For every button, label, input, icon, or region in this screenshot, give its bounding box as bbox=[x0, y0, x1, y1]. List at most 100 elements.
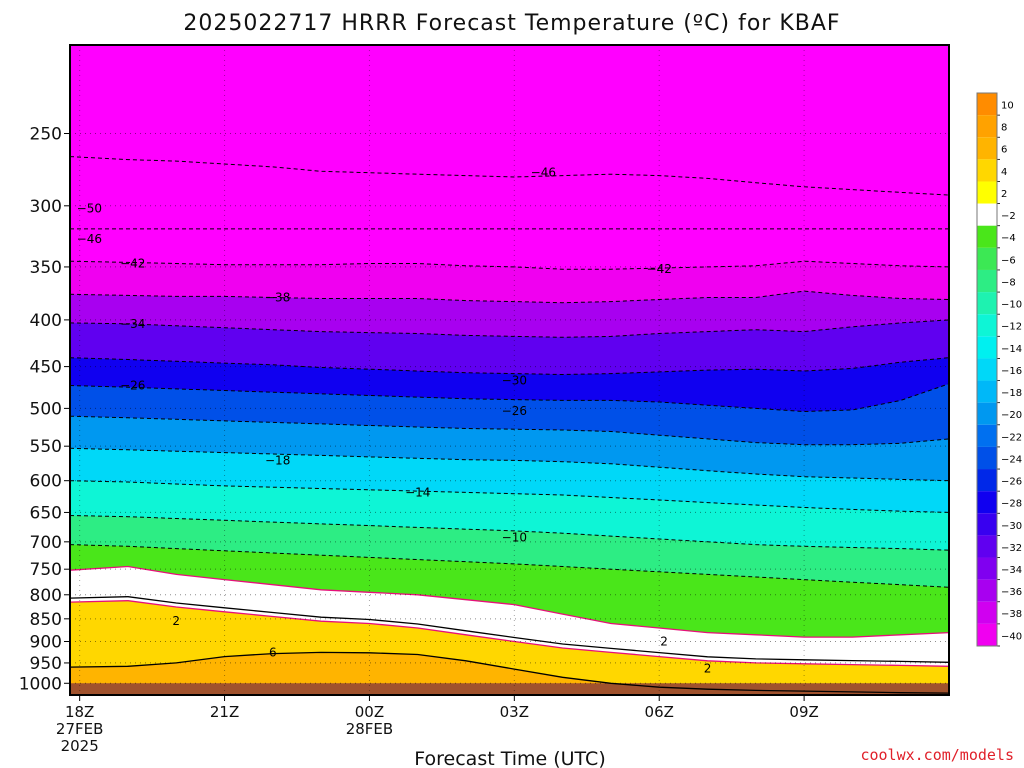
colorbar-swatch bbox=[977, 137, 997, 160]
colorbar-swatch bbox=[977, 557, 997, 580]
contour-labels: −46 −50 −46 −42 −42 −38 −34 −30 −26 −26 −18 −14 −10 2… bbox=[77, 166, 712, 676]
y-tick-label: 550 bbox=[30, 437, 62, 457]
contour-label: −26 bbox=[502, 404, 527, 418]
colorbar-label: −10 bbox=[1001, 300, 1022, 311]
colorbar-swatch bbox=[977, 579, 997, 602]
y-tick-label: 950 bbox=[30, 654, 62, 674]
x-tick-label: 21Z bbox=[210, 703, 239, 721]
colorbar-label: −8 bbox=[1001, 277, 1016, 288]
x-tick-label: 28FEB bbox=[346, 720, 393, 738]
y-axis: 2503003504004505005506006507007508008509… bbox=[19, 124, 70, 694]
grid bbox=[70, 45, 949, 695]
colorbar-frame bbox=[976, 92, 998, 647]
colorbar-label: −2 bbox=[1001, 211, 1016, 222]
y-tick-label: 700 bbox=[30, 533, 62, 553]
x-tick-label: 2025 bbox=[61, 737, 99, 755]
y-tick-label: 650 bbox=[30, 503, 62, 523]
colorbar-swatch bbox=[977, 424, 997, 447]
colorbar-label: −24 bbox=[1001, 454, 1022, 465]
colorbar-label: −36 bbox=[1001, 587, 1022, 598]
colorbar-swatch bbox=[977, 601, 997, 624]
isotherm-line bbox=[70, 480, 949, 513]
y-tick-label: 350 bbox=[30, 258, 62, 278]
colorbar-swatch bbox=[977, 358, 997, 381]
colorbar-label: −12 bbox=[1001, 322, 1022, 333]
colorbar-label: 10 bbox=[1001, 100, 1014, 111]
x-tick-label: 27FEB bbox=[56, 720, 103, 738]
colorbar-swatch bbox=[977, 181, 997, 204]
chart-title: 2025022717 HRRR Forecast Temperature (ºC… bbox=[183, 11, 840, 36]
x-tick-label: 03Z bbox=[500, 703, 529, 721]
contour-label: 2 bbox=[660, 634, 668, 648]
contour-label: −38 bbox=[265, 290, 290, 304]
colorbar-label: −14 bbox=[1001, 344, 1022, 355]
colorbar-label: −6 bbox=[1001, 255, 1016, 266]
ground-fill bbox=[70, 683, 949, 695]
contour-label: −10 bbox=[502, 530, 527, 544]
contour-label: −34 bbox=[120, 317, 145, 331]
contour-label: 2 bbox=[704, 662, 712, 676]
colorbar-swatch bbox=[977, 380, 997, 403]
isotherm-line bbox=[70, 415, 949, 446]
colorbar-label: −16 bbox=[1001, 366, 1022, 377]
colorbar-label: 4 bbox=[1001, 167, 1007, 178]
x-tick-label: 06Z bbox=[645, 703, 674, 721]
y-tick-label: 500 bbox=[30, 399, 62, 419]
colorbar-swatch bbox=[977, 269, 997, 293]
contour-label: −26 bbox=[120, 379, 145, 393]
plot-frame bbox=[69, 44, 950, 696]
colorbar-swatch bbox=[977, 491, 997, 514]
colorbar-label: −22 bbox=[1001, 432, 1022, 443]
isotherm-line bbox=[70, 544, 949, 588]
colorbar-swatch bbox=[977, 513, 997, 536]
isotherm-line bbox=[70, 600, 949, 667]
colorbar-label: −32 bbox=[1001, 543, 1022, 554]
y-tick-label: 750 bbox=[30, 560, 62, 580]
x-tick-label: 18Z bbox=[65, 703, 94, 721]
isotherm-line bbox=[70, 447, 949, 482]
colorbar-label: −18 bbox=[1001, 388, 1022, 399]
isotherm-lines bbox=[70, 156, 949, 694]
contour-label: −14 bbox=[405, 485, 430, 499]
colorbar-swatch bbox=[977, 203, 997, 226]
colorbar-label: −20 bbox=[1001, 410, 1022, 421]
isotherm-line bbox=[70, 596, 949, 663]
y-tick-label: 600 bbox=[30, 472, 62, 492]
isotherm-line bbox=[70, 515, 949, 551]
colorbar-swatch bbox=[977, 535, 997, 558]
colorbar-swatch bbox=[977, 336, 997, 359]
isotherm-line bbox=[70, 156, 949, 196]
colorbar-swatch bbox=[977, 292, 997, 315]
colorbar-label: −30 bbox=[1001, 521, 1022, 532]
colorbar-label: −40 bbox=[1001, 631, 1022, 642]
colorbar-swatch bbox=[977, 93, 997, 116]
contour-label: 6 bbox=[269, 645, 277, 659]
colorbar-swatch bbox=[977, 623, 997, 646]
isotherm-line bbox=[70, 565, 949, 638]
isotherm-line bbox=[70, 260, 949, 270]
y-tick-label: 300 bbox=[30, 197, 62, 217]
contour-label: 2 bbox=[172, 614, 180, 628]
contour-label: −50 bbox=[77, 201, 102, 215]
y-tick-label: 900 bbox=[30, 632, 62, 652]
temperature-fill bbox=[70, 45, 949, 695]
x-tick-label: 09Z bbox=[789, 703, 818, 721]
colorbar-label: 2 bbox=[1001, 189, 1007, 200]
credit-text: coolwx.com/models bbox=[860, 746, 1014, 764]
y-tick-label: 450 bbox=[30, 358, 62, 378]
colorbar-label: −28 bbox=[1001, 499, 1022, 510]
colorbar: 10 8 6 4 2 −2 −4 −6 −8 −10 −12 −14 −16 −18 −20 −22 −24 −2… bbox=[976, 92, 1022, 647]
contour-label: −46 bbox=[77, 232, 102, 246]
x-axis-label: Forecast Time (UTC) bbox=[414, 748, 605, 768]
contour-label: −46 bbox=[531, 166, 556, 180]
contour-label: −30 bbox=[502, 373, 527, 387]
colorbar-label: −34 bbox=[1001, 565, 1022, 576]
colorbar-label: −4 bbox=[1001, 233, 1016, 244]
contour-label: −42 bbox=[120, 257, 145, 271]
x-tick-label: 00Z bbox=[355, 703, 384, 721]
isotherm-line bbox=[70, 290, 949, 304]
contour-label: −42 bbox=[647, 262, 672, 276]
colorbar-swatch bbox=[977, 314, 997, 337]
